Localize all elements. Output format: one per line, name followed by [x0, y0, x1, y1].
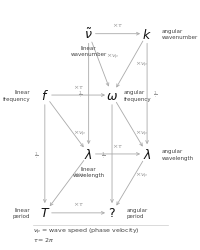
- Text: linear
period: linear period: [13, 208, 30, 218]
- Text: $\omega$: $\omega$: [106, 89, 118, 102]
- Text: $\frac{1}{\cdot}$: $\frac{1}{\cdot}$: [153, 90, 158, 99]
- Text: linear
wavelength: linear wavelength: [73, 166, 105, 177]
- Text: $\tilde{\nu}$: $\tilde{\nu}$: [84, 27, 93, 42]
- Text: $\frac{1}{\cdot}$: $\frac{1}{\cdot}$: [78, 90, 83, 99]
- Text: $\times v_p$: $\times v_p$: [135, 129, 149, 139]
- Text: $\times v_p$: $\times v_p$: [73, 129, 86, 139]
- Text: $\lambda$: $\lambda$: [143, 147, 151, 161]
- Text: $k$: $k$: [142, 28, 152, 42]
- Text: $T$: $T$: [40, 206, 50, 220]
- Text: $\lambda$: $\lambda$: [84, 147, 93, 161]
- Text: $f$: $f$: [41, 89, 49, 103]
- Text: $?$: $?$: [108, 206, 116, 220]
- Text: $\times\tau$: $\times\tau$: [112, 21, 123, 29]
- Text: $\times\tau$: $\times\tau$: [112, 141, 123, 149]
- Text: angular
frequency: angular frequency: [124, 90, 151, 101]
- Text: $\times v_p$: $\times v_p$: [73, 170, 86, 180]
- Text: angular
wavelength: angular wavelength: [162, 149, 194, 160]
- Text: angular
wavenumber: angular wavenumber: [162, 29, 198, 40]
- Text: $\times v_p$: $\times v_p$: [135, 60, 149, 70]
- Text: $\frac{1}{\cdot}$: $\frac{1}{\cdot}$: [101, 150, 106, 159]
- Text: angular
period: angular period: [127, 208, 148, 218]
- Text: $\frac{1}{\cdot}$: $\frac{1}{\cdot}$: [34, 150, 39, 159]
- Text: $\times v_p$: $\times v_p$: [106, 51, 120, 62]
- Text: $\times v_p$: $\times v_p$: [135, 170, 149, 180]
- Text: $v_p$ = wave speed (phase velocity): $v_p$ = wave speed (phase velocity): [33, 226, 140, 236]
- Text: $\tau = 2\pi$: $\tau = 2\pi$: [33, 235, 54, 243]
- Text: linear
frequency: linear frequency: [3, 90, 30, 101]
- Text: $\times\tau$: $\times\tau$: [73, 82, 84, 90]
- Text: $\times\tau$: $\times\tau$: [73, 200, 84, 208]
- Text: linear
wavenumber: linear wavenumber: [71, 46, 107, 57]
